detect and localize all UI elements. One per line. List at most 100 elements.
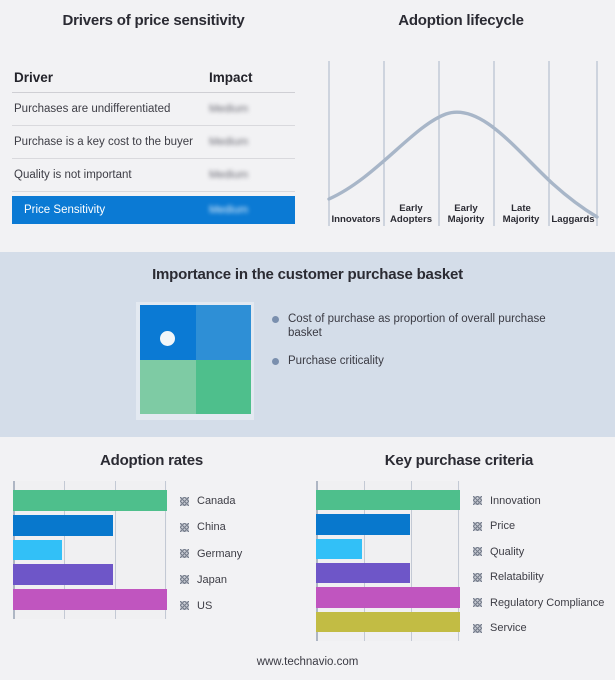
panel-title-basket: Importance in the customer purchase bask… (152, 266, 463, 283)
quadrant-bottom-right (195, 359, 251, 414)
footer-url: www.technavio.com (256, 656, 359, 668)
bar-canada (13, 489, 167, 511)
bar-row-canada[interactable] (13, 488, 167, 513)
key-purchase-criteria-panel: Key purchase criteria In (303, 437, 615, 647)
legend-label: China (197, 521, 226, 534)
legend-item-germany[interactable]: Germany (180, 540, 291, 566)
y-axis-line (316, 481, 318, 641)
criteria-legend: Innovation Price Quality Relatability Re… (460, 481, 606, 641)
legend-swatch-icon (180, 496, 189, 506)
quadrant-matrix-frame (136, 302, 254, 420)
legend-swatch-icon (180, 601, 189, 611)
bar-relatability (316, 562, 410, 584)
legend-label: Quality (490, 545, 525, 558)
bar-row-china[interactable] (13, 513, 167, 538)
table-row[interactable]: Quality is not important Medium (12, 159, 295, 192)
gridline (115, 481, 116, 619)
legend-swatch-icon (180, 549, 189, 558)
legend-item-quality[interactable]: Quality (473, 539, 606, 565)
bullet-icon (272, 358, 279, 365)
bar-row-us[interactable] (13, 587, 167, 612)
legend-item-cost-of-purchase: Cost of purchase as proportion of overal… (272, 312, 572, 340)
legend-label: Regulatory Compliance (490, 596, 605, 609)
bar-us (13, 589, 167, 610)
table-row[interactable]: Purchases are undifferentiated Medium (12, 93, 295, 126)
stage-label-laggards: Laggards (551, 214, 594, 225)
bar-china (13, 514, 114, 536)
legend-swatch-icon (180, 522, 189, 532)
cell-driver: Price Sensitivity (24, 204, 106, 216)
lifecycle-stage-labels: Innovators Early Adopters Early Majority… (331, 203, 594, 225)
legend-item-price[interactable]: Price (473, 514, 606, 540)
cell-driver: Quality is not important (14, 169, 132, 181)
bar-regulatory-compliance (316, 587, 460, 608)
bar-innovation (316, 489, 460, 511)
lifecycle-gridlines (328, 61, 598, 226)
legend-item-purchase-criticality: Purchase criticality (272, 354, 572, 368)
legend-item-regulatory-compliance[interactable]: Regulatory Compliance (473, 590, 606, 616)
quadrant-top-right (195, 305, 251, 360)
legend-item-innovation[interactable]: Innovation (473, 488, 606, 514)
bar-row-innovation[interactable] (316, 488, 460, 512)
table-row[interactable]: Purchase is a key cost to the buyer Medi… (12, 126, 295, 159)
legend-swatch-icon (473, 572, 482, 582)
table-row-selected[interactable]: Price Sensitivity Medium (12, 196, 295, 224)
panel-title-adoption-rates: Adoption rates (99, 452, 204, 469)
basket-legend: Cost of purchase as proportion of overal… (272, 312, 572, 382)
panel-title-drivers: Drivers of price sensitivity (62, 12, 245, 29)
legend-label: Canada (197, 495, 236, 508)
legend-item-china[interactable]: China (180, 514, 291, 540)
top-section: Drivers of price sensitivity Driver Impa… (0, 0, 615, 252)
legend-swatch-icon (473, 496, 482, 506)
adoption-lifecycle-panel: Adoption lifecycle Innovators Early Adop… (307, 0, 615, 252)
bars-group (13, 488, 167, 612)
bar-row-relatability[interactable] (316, 561, 460, 585)
stage-label-early-adopters-line2: Adopters (390, 214, 432, 225)
bar-quality (316, 538, 363, 560)
cell-impact: Medium (209, 103, 249, 115)
bar-germany (13, 539, 63, 561)
legend-item-japan[interactable]: Japan (180, 567, 291, 593)
legend-label: Germany (197, 547, 243, 560)
gridline (458, 481, 459, 641)
column-header-impact: Impact (209, 69, 253, 85)
legend-label: US (197, 599, 213, 612)
gridline (411, 481, 412, 641)
legend-item-canada[interactable]: Canada (180, 488, 291, 514)
stage-label-late-majority-line1: Late (511, 203, 531, 214)
bars-group (316, 488, 460, 634)
key-purchase-criteria-chart: Innovation Price Quality Relatability Re… (316, 481, 606, 641)
quadrant-matrix (140, 305, 251, 414)
legend-item-us[interactable]: US (180, 593, 291, 619)
bullet-icon (272, 316, 279, 323)
legend-label: Innovation (490, 494, 541, 507)
legend-swatch-icon (473, 623, 482, 633)
adoption-rates-panel: Adoption rates Canada (0, 437, 303, 647)
legend-swatch-icon (473, 521, 482, 531)
plot-area (316, 481, 460, 641)
bar-row-price[interactable] (316, 512, 460, 536)
bar-japan (13, 564, 114, 586)
stage-label-late-majority-line2: Majority (503, 214, 540, 225)
panel-title-key-purchase-criteria: Key purchase criteria (384, 452, 534, 469)
cell-impact: Medium (209, 169, 249, 181)
stage-label-innovators: Innovators (331, 214, 380, 225)
bar-row-regulatory-compliance[interactable] (316, 585, 460, 609)
column-header-driver: Driver (14, 69, 54, 85)
bar-row-quality[interactable] (316, 537, 460, 561)
cell-driver: Purchases are undifferentiated (14, 103, 171, 115)
bar-row-service[interactable] (316, 610, 460, 634)
legend-item-relatability[interactable]: Relatability (473, 565, 606, 591)
bar-row-japan[interactable] (13, 562, 167, 587)
bar-row-germany[interactable] (13, 538, 167, 563)
lifecycle-curve (327, 110, 599, 219)
cell-driver: Purchase is a key cost to the buyer (14, 136, 193, 148)
legend-label: Relatability (490, 571, 544, 584)
legend-item-service[interactable]: Service (473, 616, 606, 642)
adoption-lifecycle-chart: Innovators Early Adopters Early Majority… (321, 56, 604, 234)
cell-impact: Medium (209, 136, 249, 148)
legend-label: Purchase criticality (288, 355, 384, 367)
legend-swatch-icon (473, 547, 482, 557)
position-dot-marker (160, 331, 175, 346)
legend-label: Japan (197, 573, 227, 586)
